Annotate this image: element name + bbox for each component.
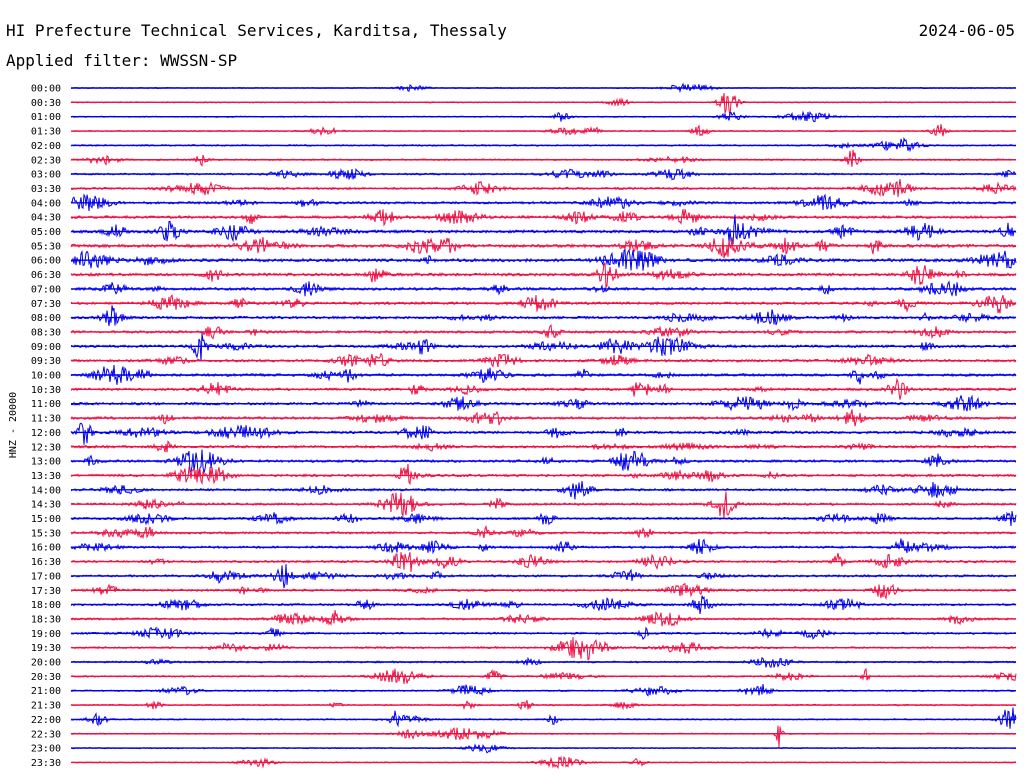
seismic-trace-0530 xyxy=(70,237,1017,259)
seismic-trace-0230 xyxy=(70,149,1017,167)
seismic-trace-2230 xyxy=(70,725,1017,748)
time-tick-label: 23:30 xyxy=(31,758,61,769)
seismic-trace-1830 xyxy=(70,610,1017,627)
time-tick-label: 13:30 xyxy=(31,471,61,482)
time-tick-label: 12:30 xyxy=(31,442,61,453)
time-tick-label: 23:00 xyxy=(31,744,61,755)
seismic-trace-2100 xyxy=(70,683,1016,697)
time-tick-label: 11:30 xyxy=(31,414,61,425)
seismic-trace-1330 xyxy=(70,463,1017,486)
time-tick-label: 03:30 xyxy=(31,184,61,195)
seismic-trace-0030 xyxy=(70,92,1017,116)
seismic-trace-0800 xyxy=(70,305,1017,327)
time-tick-label: 05:00 xyxy=(31,227,61,238)
time-tick-label: 14:00 xyxy=(31,485,61,496)
time-tick-label: 14:30 xyxy=(31,500,61,511)
time-tick-label: 15:30 xyxy=(31,528,61,539)
time-tick-label: 17:30 xyxy=(31,586,61,597)
time-tick-label: 08:30 xyxy=(31,327,61,338)
time-tick-label: 03:00 xyxy=(31,170,61,181)
time-tick-label: 15:00 xyxy=(31,514,61,525)
time-tick-label: 16:00 xyxy=(31,543,61,554)
time-tick-label: 22:30 xyxy=(31,729,61,740)
time-tick-label: 07:30 xyxy=(31,299,61,310)
time-tick-label: 10:00 xyxy=(31,371,61,382)
date-label: 2024-06-05 xyxy=(918,21,1015,40)
seismic-trace-2200 xyxy=(70,707,1017,729)
y-axis-label: HNZ - 20000 xyxy=(8,392,19,458)
time-tick-label: 01:30 xyxy=(31,127,61,138)
time-tick-label: 02:30 xyxy=(31,155,61,166)
time-tick-label: 18:30 xyxy=(31,614,61,625)
seismic-trace-1600 xyxy=(70,538,1017,555)
seismic-trace-1200 xyxy=(70,422,1017,445)
time-tick-label: 09:30 xyxy=(31,356,61,367)
time-tick-label: 01:00 xyxy=(31,112,61,123)
time-tick-label: 21:00 xyxy=(31,686,61,697)
time-tick-label: 18:00 xyxy=(31,600,61,611)
time-tick-label: 19:00 xyxy=(31,629,61,640)
time-tick-label: 04:00 xyxy=(31,198,61,209)
time-tick-label: 02:00 xyxy=(31,141,61,152)
filter-label: Applied filter: WWSSN-SP xyxy=(6,51,238,70)
seismic-trace-0200 xyxy=(70,136,1017,153)
time-tick-label: 20:00 xyxy=(31,658,61,669)
seismic-trace-0730 xyxy=(70,293,1017,314)
time-tick-label: 22:00 xyxy=(31,715,61,726)
time-tick-label: 00:30 xyxy=(31,98,61,109)
time-tick-label: 21:30 xyxy=(31,701,61,712)
time-tick-label: 07:00 xyxy=(31,284,61,295)
time-tick-label: 04:30 xyxy=(31,213,61,224)
station-title: HI Prefecture Technical Services, Kardit… xyxy=(6,21,507,40)
seismic-trace-0130 xyxy=(70,124,1017,137)
time-tick-label: 00:00 xyxy=(31,84,61,95)
time-tick-label: 12:00 xyxy=(31,428,61,439)
time-tick-label: 11:00 xyxy=(31,399,61,410)
time-tick-label: 06:30 xyxy=(31,270,61,281)
seismic-trace-1930 xyxy=(70,637,1017,661)
time-tick-label: 09:00 xyxy=(31,342,61,353)
time-tick-label: 08:00 xyxy=(31,313,61,324)
time-tick-label: 20:30 xyxy=(31,672,61,683)
time-tick-label: 19:30 xyxy=(31,643,61,654)
time-tick-label: 16:30 xyxy=(31,557,61,568)
time-tick-label: 05:30 xyxy=(31,241,61,252)
time-tick-label: 13:00 xyxy=(31,457,61,468)
seismic-trace-0500 xyxy=(70,214,1017,245)
time-tick-label: 17:00 xyxy=(31,571,61,582)
time-tick-label: 10:30 xyxy=(31,385,61,396)
time-tick-label: 06:00 xyxy=(31,256,61,267)
